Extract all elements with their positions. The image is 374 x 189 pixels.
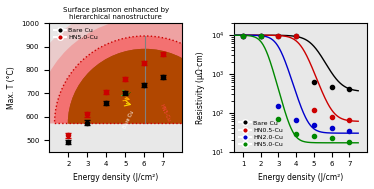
Legend: Bare Cu, HN5.0-Cu: Bare Cu, HN5.0-Cu <box>52 26 99 41</box>
Wedge shape <box>55 36 235 123</box>
X-axis label: Energy density (J/cm²): Energy density (J/cm²) <box>258 173 343 182</box>
Text: Bare Cu: Bare Cu <box>123 110 135 129</box>
Legend: Bare Cu, HN0.5-Cu, HN2.0-Cu, HN5.0-Cu: Bare Cu, HN0.5-Cu, HN2.0-Cu, HN5.0-Cu <box>237 119 284 149</box>
Y-axis label: Resistivity (μΩ·cm): Resistivity (μΩ·cm) <box>196 51 205 124</box>
Text: hv: hv <box>124 91 131 96</box>
Wedge shape <box>68 49 222 123</box>
X-axis label: Energy density (J/cm²): Energy density (J/cm²) <box>73 173 158 182</box>
Wedge shape <box>68 49 222 123</box>
Title: Surface plasmon enhanced by
hierarchical nanostructure: Surface plasmon enhanced by hierarchical… <box>62 7 169 20</box>
Y-axis label: Max. T (°C): Max. T (°C) <box>7 66 16 109</box>
Text: HN5-Cu: HN5-Cu <box>159 104 171 123</box>
Wedge shape <box>36 18 254 123</box>
Wedge shape <box>19 1 271 123</box>
